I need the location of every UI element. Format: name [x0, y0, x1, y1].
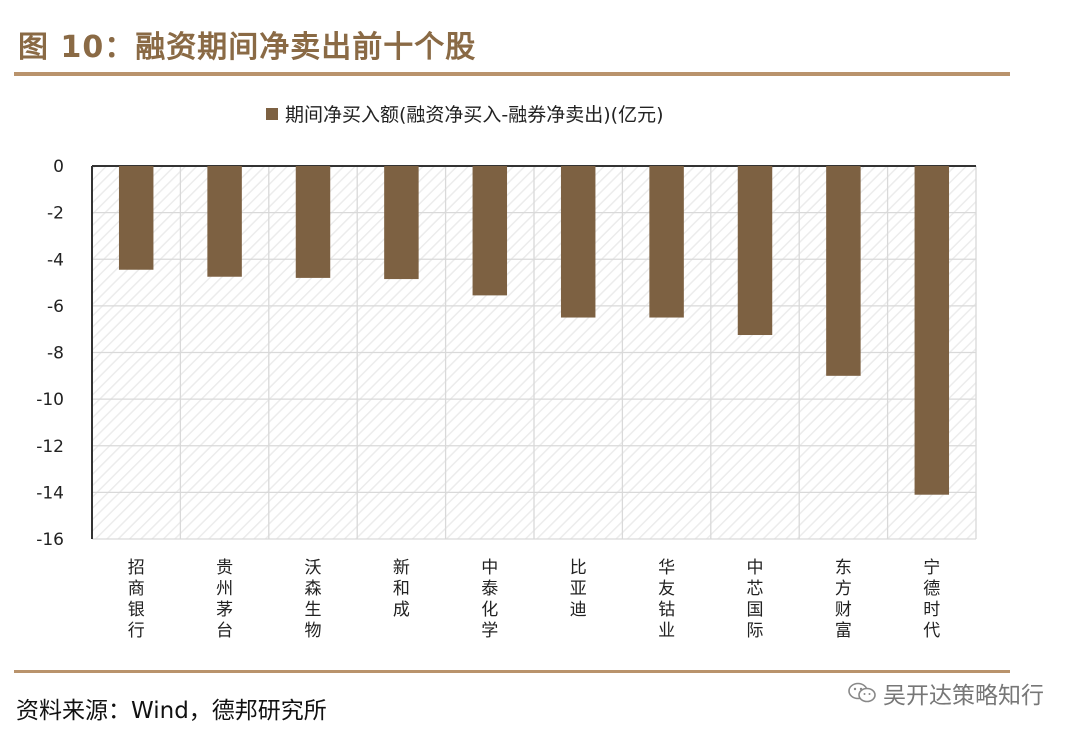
y-tick-label: -16 — [36, 530, 64, 550]
y-tick-label: -2 — [47, 204, 64, 224]
source-note: 资料来源：Wind，德邦研究所 — [16, 698, 327, 724]
category-label: 沃森生物 — [305, 558, 322, 641]
bar-8 — [737, 166, 773, 336]
y-tick-label: -6 — [47, 297, 64, 317]
category-label: 中泰化学 — [481, 558, 498, 641]
y-tick-label: -10 — [36, 390, 64, 410]
category-label: 东方财富 — [835, 558, 852, 641]
bar-5 — [472, 166, 508, 296]
bars — [118, 166, 950, 495]
bar-4 — [384, 166, 419, 280]
bar-7 — [649, 166, 684, 318]
bar-3 — [295, 166, 331, 278]
y-tick-label: -14 — [36, 483, 64, 503]
bar-6 — [560, 166, 596, 318]
category-label: 中芯国际 — [747, 558, 764, 641]
bar-2 — [207, 166, 242, 277]
y-tick-label: -8 — [47, 344, 64, 364]
wechat-icon — [848, 682, 876, 703]
y-tick-label: -12 — [36, 437, 64, 457]
footer-divider — [14, 670, 1010, 673]
category-label: 华友钴业 — [658, 558, 675, 641]
legend-label: 期间净买入额(融资净买入-融券净卖出)(亿元) — [285, 104, 664, 126]
page-title: 图 10：融资期间净卖出前十个股 — [18, 30, 477, 65]
title-divider — [14, 72, 1010, 76]
category-label: 新和成 — [393, 558, 410, 620]
x-axis: 招商银行 贵州茅台 沃森生物 新和成 中泰化学 比亚迪 华友钴业 中芯国际 东方财富 宁德时代 — [128, 558, 941, 641]
category-label: 招商银行 — [128, 558, 145, 641]
bar-1 — [118, 166, 154, 270]
category-label: 比亚迪 — [570, 558, 587, 620]
legend: 期间净买入额(融资净买入-融券净卖出)(亿元) — [266, 104, 664, 126]
y-axis: 0 -2 -4 -6 -8 -10 -12 -14 -16 — [36, 157, 64, 550]
legend-swatch — [266, 108, 278, 120]
y-tick-label: -4 — [47, 250, 64, 270]
category-label: 宁德时代 — [923, 558, 940, 641]
y-tick-label: 0 — [53, 157, 64, 177]
watermark-text: 吴开达策略知行 — [883, 683, 1044, 709]
category-label: 贵州茅台 — [216, 558, 233, 641]
bar-9 — [826, 166, 861, 376]
bar-10 — [914, 166, 950, 495]
watermark: 吴开达策略知行 — [847, 676, 1044, 710]
